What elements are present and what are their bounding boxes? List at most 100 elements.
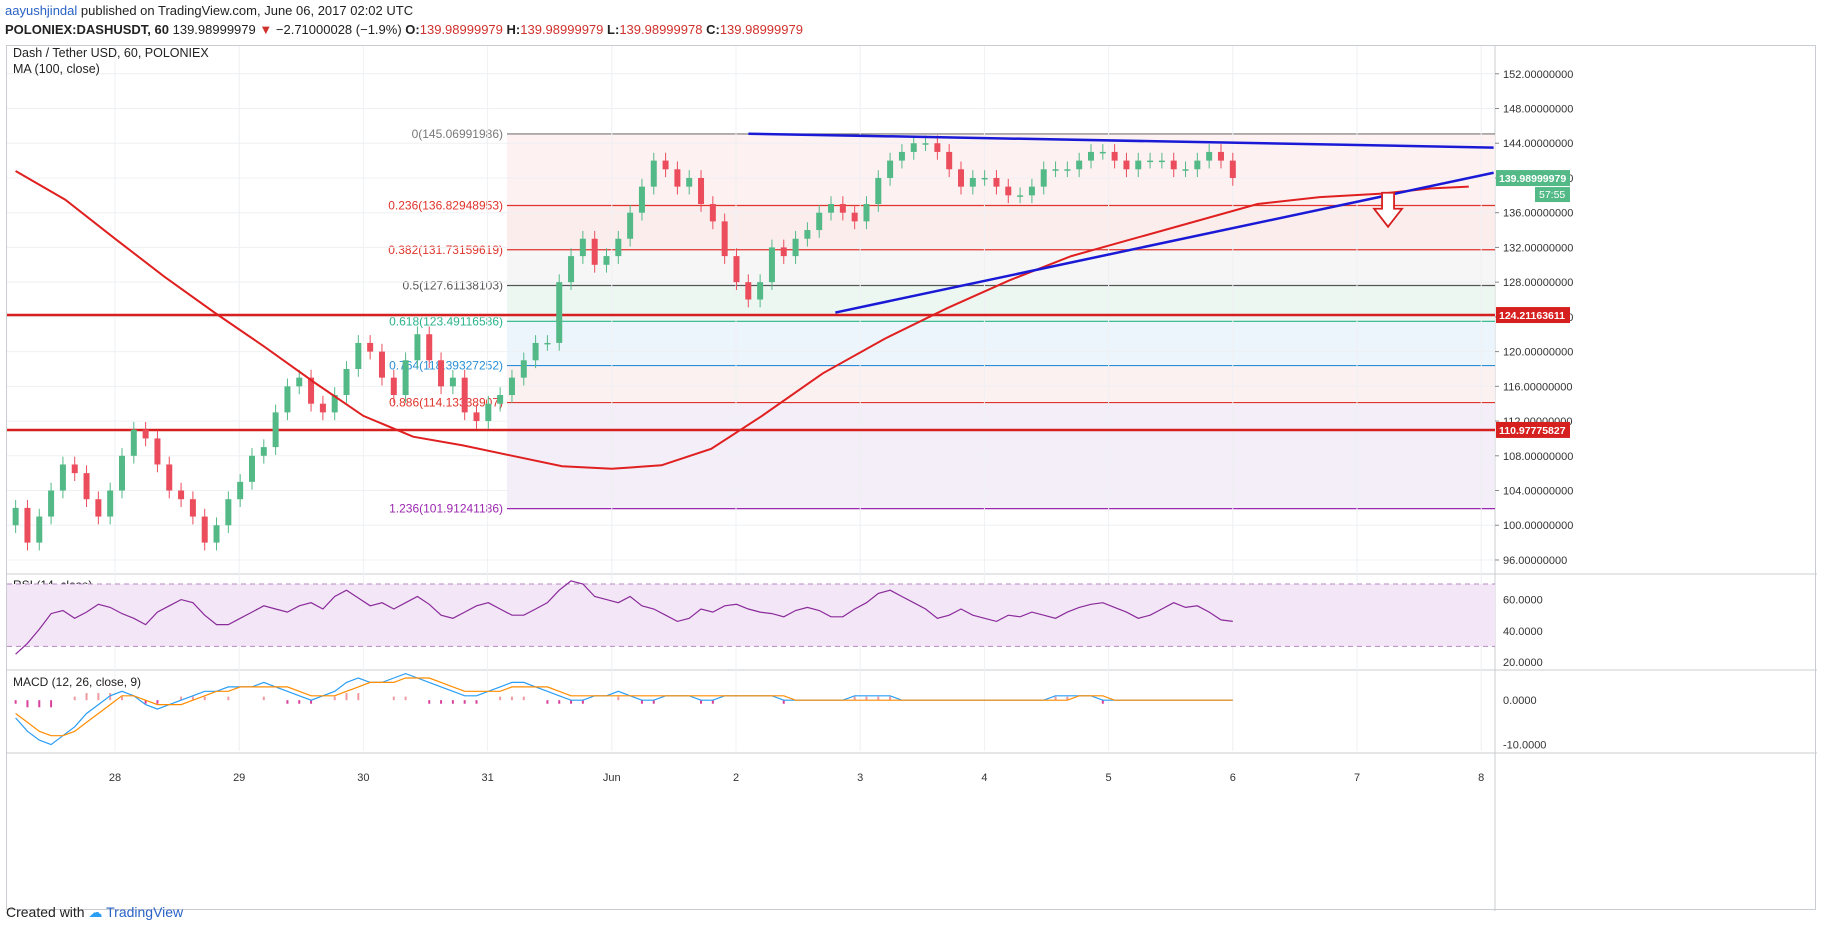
- price-tick-label: 116.00000000: [1503, 381, 1573, 393]
- candle-up: [615, 238, 622, 257]
- candle-down: [438, 360, 445, 387]
- fib-level-label: 0.382(131.73159619): [388, 243, 503, 257]
- candle-down: [461, 377, 468, 413]
- chart-frame[interactable]: 0(145.06991986) 0.236(136.82948953) 0.382(…: [6, 45, 1817, 911]
- candle-up: [603, 256, 610, 265]
- macd-legend: MACD (12, 26, close, 9): [13, 675, 141, 689]
- candle-up: [650, 160, 657, 187]
- candle-up: [48, 490, 55, 517]
- price-tick-label: 128.00000000: [1503, 277, 1573, 289]
- candle-up: [768, 247, 775, 283]
- candle-down: [934, 143, 941, 152]
- chart-svg[interactable]: 0(145.06991986) 0.236(136.82948953) 0.382(…: [7, 46, 1817, 911]
- low-value: 139.98999978: [619, 22, 703, 37]
- candle-up: [638, 186, 645, 213]
- header-bar: aayushjindal published on TradingView.co…: [0, 0, 1824, 44]
- countdown-tag: [1535, 187, 1570, 203]
- candle-down: [201, 516, 208, 543]
- candle-down: [367, 342, 374, 352]
- candle-down: [24, 507, 31, 543]
- candle-up: [1147, 160, 1154, 163]
- high-label: H:: [506, 22, 521, 37]
- candle-down: [178, 490, 185, 500]
- candle-up: [568, 256, 575, 283]
- author-link[interactable]: aayushjindal: [5, 3, 78, 18]
- candle-down: [308, 377, 315, 404]
- x-tick-label: 30: [357, 772, 369, 784]
- candle-up: [969, 177, 976, 187]
- x-tick-label: 28: [109, 772, 121, 784]
- macd-tick-label: 0.0000: [1503, 695, 1537, 707]
- candle-down: [1170, 160, 1177, 170]
- symbol-label: POLONIEX:DASHUSDT, 60: [5, 22, 169, 37]
- candle-up: [272, 412, 279, 448]
- ma-legend: MA (100, close): [13, 62, 100, 76]
- candle-up: [1087, 151, 1094, 161]
- tradingview-logo-icon: ☁: [88, 904, 103, 920]
- candle-up: [863, 204, 870, 222]
- candle-up: [1064, 169, 1071, 171]
- candle-up: [130, 429, 137, 456]
- fib-zone-band: [507, 365, 1495, 403]
- candle-up: [414, 334, 421, 361]
- rsi-tick-label: 60.0000: [1503, 595, 1543, 607]
- rsi-band: [7, 584, 1495, 647]
- candle-up: [1028, 186, 1035, 196]
- candle-down: [733, 256, 740, 283]
- fib-level-label: 1.236(101.91241186): [389, 502, 503, 516]
- candle-up: [497, 395, 504, 404]
- candle-down: [1123, 160, 1130, 170]
- candle-up: [12, 507, 19, 526]
- candle-up: [792, 238, 799, 257]
- candle-up: [402, 360, 409, 396]
- x-tick-label: 7: [1354, 772, 1360, 784]
- candle-down: [839, 204, 846, 213]
- ma-100-line: [15, 170, 1469, 470]
- down-arrow-annotation-icon: [1372, 191, 1404, 229]
- fib-zone-band: [507, 205, 1495, 250]
- price-tick-label: 104.00000000: [1503, 486, 1573, 498]
- candle-up: [1158, 160, 1165, 163]
- price-tick-label: 100.00000000: [1503, 520, 1573, 532]
- candle-up: [355, 342, 362, 369]
- candle-down: [166, 464, 173, 491]
- price-tick-label: 144.00000000: [1503, 138, 1573, 150]
- fib-level-label: 0.886(114.13338907): [389, 396, 503, 410]
- support-price-label: 110.97775827: [1499, 425, 1566, 437]
- candle-up: [627, 212, 634, 239]
- candle-up: [213, 525, 220, 543]
- last-price-tag: [1496, 170, 1570, 187]
- chart-title: Dash / Tether USD, 60, POLONIEX: [13, 46, 209, 60]
- rsi-line: [15, 580, 1233, 655]
- candle-up: [248, 455, 255, 482]
- candle-up: [36, 516, 43, 543]
- x-tick-label: 31: [481, 772, 493, 784]
- x-tick-label: Jun: [603, 772, 621, 784]
- candle-down: [154, 438, 161, 465]
- candle-up: [225, 499, 232, 526]
- candle-down: [698, 177, 705, 205]
- ohlc-line: POLONIEX:DASHUSDT, 60 139.98999979 ▼ −2.…: [5, 22, 803, 37]
- candle-down: [95, 499, 102, 517]
- candle-up: [804, 230, 811, 239]
- candle-up: [816, 212, 823, 231]
- candle-up: [556, 282, 563, 343]
- price-tick-label: 120.00000000: [1503, 347, 1573, 359]
- last-price-label: 139.98999979: [1499, 173, 1566, 185]
- candle-up: [343, 368, 350, 396]
- created-with-text: Created with: [6, 904, 85, 920]
- candle-up: [331, 395, 338, 413]
- support-price-label: 124.21163611: [1499, 310, 1565, 322]
- candle-up: [1206, 151, 1213, 161]
- candle-down: [745, 282, 752, 300]
- candle-down: [958, 169, 965, 187]
- candle-up: [898, 151, 905, 161]
- candle-down: [71, 464, 78, 474]
- fib-zone-band: [507, 321, 1495, 366]
- close-value: 139.98999979: [719, 22, 803, 37]
- candle-up: [520, 360, 527, 378]
- high-value: 139.98999979: [520, 22, 604, 37]
- low-label: L:: [607, 22, 620, 37]
- tradingview-link[interactable]: TradingView: [106, 904, 184, 920]
- candle-up: [1076, 160, 1083, 170]
